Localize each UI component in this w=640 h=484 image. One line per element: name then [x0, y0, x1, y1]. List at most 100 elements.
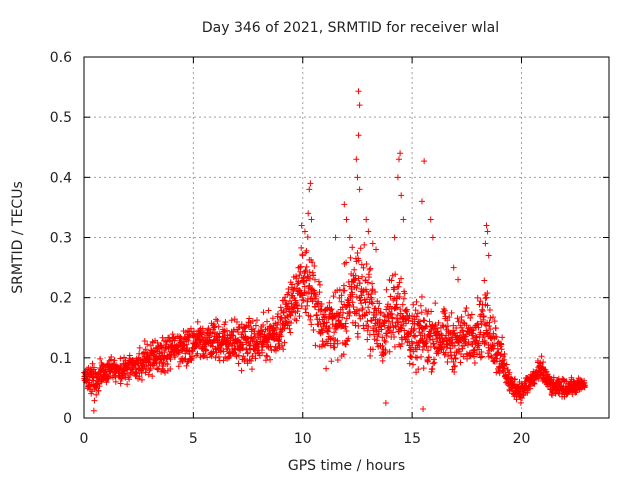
- data-point: [310, 287, 317, 294]
- data-point: [124, 381, 131, 388]
- data-point: [420, 365, 427, 372]
- data-point: [424, 358, 431, 365]
- data-point: [407, 329, 414, 336]
- data-point: [293, 317, 300, 324]
- data-point: [315, 298, 322, 305]
- data-point: [248, 366, 255, 373]
- data-point: [398, 275, 405, 282]
- data-point: [412, 332, 419, 339]
- data-point: [423, 323, 430, 330]
- data-point: [446, 314, 453, 321]
- data-point: [535, 375, 542, 382]
- data-point: [393, 301, 400, 308]
- data-point: [482, 295, 489, 302]
- data-point: [431, 325, 438, 332]
- data-point: [463, 331, 470, 338]
- data-point: [550, 374, 557, 381]
- data-point: [308, 321, 315, 328]
- data-point: [140, 365, 147, 372]
- data-point: [362, 299, 369, 306]
- data-point: [146, 367, 153, 374]
- data-point: [142, 346, 149, 353]
- data-point: [331, 329, 338, 336]
- data-point: [302, 306, 309, 313]
- data-point: [333, 313, 340, 320]
- data-point: [184, 327, 191, 334]
- data-point: [298, 244, 305, 251]
- data-point: [310, 272, 317, 279]
- y-tick-label: 0.6: [50, 50, 72, 66]
- data-point: [203, 347, 210, 354]
- data-point: [311, 276, 318, 283]
- data-point: [452, 363, 459, 370]
- data-point: [353, 156, 360, 163]
- data-point: [391, 343, 398, 350]
- data-point: [451, 368, 458, 375]
- data-point: [343, 315, 350, 322]
- data-point: [543, 368, 550, 375]
- data-point: [418, 198, 425, 205]
- data-point: [427, 332, 434, 339]
- data-point: [482, 240, 489, 247]
- data-point: [396, 293, 403, 300]
- data-point: [311, 262, 318, 269]
- data-point: [307, 180, 314, 187]
- data-point: [421, 158, 428, 165]
- data-point: [320, 341, 327, 348]
- data-point: [386, 348, 393, 355]
- data-point: [126, 371, 133, 378]
- data-point: [222, 319, 229, 326]
- data-point: [331, 344, 338, 351]
- data-point: [274, 321, 281, 328]
- data-point: [346, 234, 353, 241]
- data-point: [439, 322, 446, 329]
- data-point: [463, 322, 470, 329]
- data-point: [479, 308, 486, 315]
- data-point: [477, 298, 484, 305]
- data-point: [470, 335, 477, 342]
- data-point: [388, 277, 395, 284]
- data-point: [381, 322, 388, 329]
- data-point: [428, 308, 435, 315]
- data-point: [309, 298, 316, 305]
- data-point: [244, 349, 251, 356]
- data-point: [492, 325, 499, 332]
- data-point: [338, 292, 345, 299]
- data-point: [342, 320, 349, 327]
- data-point: [287, 319, 294, 326]
- data-point: [327, 342, 334, 349]
- data-point: [424, 311, 431, 318]
- data-point: [141, 337, 148, 344]
- data-point: [389, 314, 396, 321]
- data-point: [346, 312, 353, 319]
- data-point: [422, 323, 429, 330]
- data-point: [153, 359, 160, 366]
- data-point: [311, 290, 318, 297]
- data-point: [423, 343, 430, 350]
- data-point: [409, 340, 416, 347]
- data-point: [240, 345, 247, 352]
- data-point: [426, 318, 433, 325]
- data-point: [230, 326, 237, 333]
- data-point: [211, 323, 218, 330]
- data-point: [353, 310, 360, 317]
- data-point: [483, 330, 490, 337]
- data-point: [400, 216, 407, 223]
- data-point: [483, 222, 490, 229]
- data-point: [392, 322, 399, 329]
- x-axis-label: GPS time / hours: [288, 458, 405, 474]
- data-point: [288, 309, 295, 316]
- data-point: [326, 325, 333, 332]
- data-point: [561, 377, 568, 384]
- data-point: [480, 312, 487, 319]
- data-point: [474, 294, 481, 301]
- data-point: [357, 297, 364, 304]
- data-point: [506, 387, 513, 394]
- data-point: [296, 272, 303, 279]
- data-point: [355, 323, 362, 330]
- data-point: [299, 252, 306, 259]
- data-point: [573, 388, 580, 395]
- data-point: [111, 357, 118, 364]
- data-point: [252, 322, 259, 329]
- data-point: [359, 273, 366, 280]
